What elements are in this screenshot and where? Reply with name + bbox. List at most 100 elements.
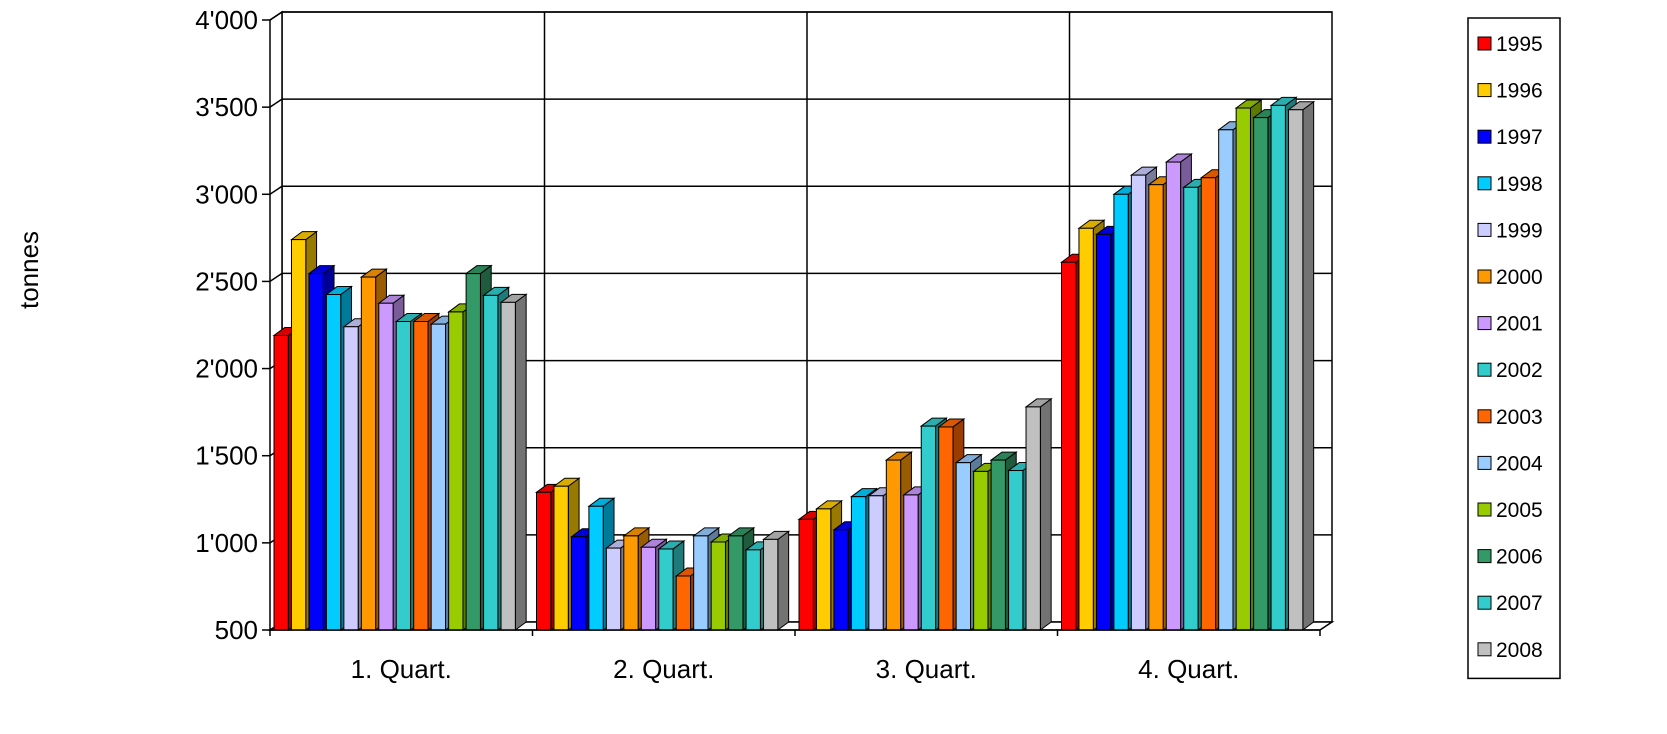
bar	[290, 239, 307, 631]
gridline-side	[269, 272, 283, 283]
bar	[483, 294, 499, 631]
bar-side	[1039, 397, 1052, 631]
bar	[640, 546, 657, 631]
bar	[273, 334, 289, 631]
legend-entry: 2004	[1496, 452, 1543, 475]
bar	[1148, 184, 1164, 631]
gridline-side	[269, 11, 283, 21]
legend-swatch	[1477, 409, 1492, 424]
x-tick-label: 2. Quart.	[613, 654, 714, 684]
bar	[413, 321, 429, 631]
legend-swatch	[1477, 502, 1492, 517]
bar	[1130, 174, 1147, 631]
legend-swatch	[1477, 36, 1492, 51]
bar-group	[534, 477, 791, 631]
bar-side	[514, 293, 527, 631]
bar-group	[272, 230, 528, 631]
legend-entry: 2001	[1496, 313, 1543, 336]
axes: 500 1'000 1'500 2'000 2'500 3'000 3'500 4'000 1.…	[195, 5, 1321, 684]
bar	[430, 323, 446, 631]
legend-entry: 2005	[1496, 499, 1543, 522]
legend-entry: 2000	[1496, 266, 1543, 289]
legend-swatch	[1477, 316, 1492, 331]
bar	[815, 508, 832, 631]
bar	[570, 536, 587, 631]
y-tick-label: 1'000	[195, 528, 258, 558]
bar	[465, 273, 481, 631]
bar	[1270, 104, 1286, 631]
legend-swatch	[1477, 642, 1492, 657]
y-tick-label: 4'000	[195, 5, 258, 35]
bar	[500, 301, 516, 631]
y-tick-label: 500	[215, 615, 258, 645]
legend-entry: 2002	[1496, 359, 1543, 382]
bar	[553, 485, 569, 631]
legend-entry: 1999	[1496, 219, 1543, 242]
legend-entry: 2008	[1496, 639, 1543, 662]
legend-swatch	[1477, 455, 1492, 470]
bar	[728, 535, 744, 631]
gridline-side	[269, 98, 283, 108]
y-tick-label: 3'500	[195, 92, 258, 122]
bar	[938, 426, 954, 631]
bar	[605, 547, 622, 631]
bar	[833, 529, 849, 631]
bar	[763, 538, 779, 631]
bar	[623, 535, 639, 631]
legend-entry: 1998	[1496, 173, 1543, 196]
legend-swatch	[1477, 176, 1492, 191]
y-tick-label: 1'500	[195, 441, 258, 471]
bar	[745, 549, 761, 631]
bar	[1183, 186, 1199, 631]
legend-entry: 2003	[1496, 406, 1543, 429]
x-tick-label: 3. Quart.	[876, 654, 977, 684]
bar	[885, 459, 902, 631]
bar	[1235, 107, 1251, 631]
bar	[1078, 227, 1094, 631]
y-tick-label: 2'000	[195, 354, 258, 384]
bar	[1113, 193, 1129, 631]
bar-side	[777, 530, 790, 631]
bar	[693, 535, 709, 631]
bar	[955, 462, 971, 631]
bar	[675, 575, 692, 631]
y-tick-label: 3'000	[195, 179, 258, 209]
bar	[1008, 470, 1024, 631]
legend-swatch	[1477, 549, 1492, 564]
legend-swatch	[1477, 83, 1492, 98]
bar	[973, 470, 989, 631]
bar	[1200, 177, 1217, 631]
legend-entry: 2006	[1496, 546, 1543, 569]
bar	[850, 496, 867, 631]
y-axis-title: tonnes	[14, 231, 44, 309]
gridline-side	[269, 185, 283, 195]
bar	[658, 548, 674, 631]
bar	[1025, 406, 1041, 631]
bar	[325, 294, 342, 631]
bar	[920, 425, 937, 631]
legend-box	[1467, 17, 1561, 680]
bar	[868, 495, 884, 631]
bar	[448, 311, 464, 631]
bar	[536, 491, 552, 631]
bar	[1061, 261, 1077, 631]
bar	[990, 459, 1006, 631]
x-tick-label: 1. Quart.	[351, 654, 452, 684]
legend-entry: 1995	[1496, 33, 1543, 56]
legend: 1995 1996 1997 1998 1999 2000 2001 2002 2003 2004…	[1467, 17, 1561, 680]
bar	[1288, 109, 1304, 631]
legend-entry: 2007	[1496, 592, 1543, 615]
bar	[710, 541, 726, 631]
x-tick-label: 4. Quart.	[1138, 654, 1239, 684]
bar-group	[1059, 96, 1316, 631]
legend-swatch	[1477, 362, 1492, 377]
bar	[1165, 161, 1182, 631]
bar	[308, 273, 324, 631]
legend-swatch	[1477, 222, 1492, 237]
legend-swatch	[1477, 595, 1492, 610]
bar	[1253, 117, 1269, 631]
bar	[588, 505, 604, 631]
legend-entry: 1996	[1496, 80, 1543, 103]
legend-swatch	[1477, 129, 1492, 144]
